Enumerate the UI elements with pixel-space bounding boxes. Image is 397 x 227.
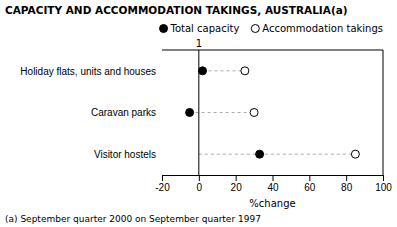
x-tick: 100 [375, 175, 392, 193]
dot [199, 67, 207, 75]
legend-item: Total capacity [160, 23, 240, 34]
dot [186, 109, 194, 117]
marks [186, 50, 360, 175]
dot [351, 150, 359, 158]
x-axis: -20 0 20 40 60 80 100 [155, 175, 392, 193]
connector-line [203, 70, 245, 71]
x-tick-mark [383, 175, 384, 181]
legend: Total capacity Accommodation takings [160, 23, 383, 34]
chart: CAPACITY AND ACCOMMODATION TAKINGS, AUST… [0, 0, 397, 227]
x-axis-line [163, 176, 384, 182]
x-tick: 40 [267, 175, 279, 193]
dot [241, 67, 249, 75]
x-tick-mark [236, 175, 237, 181]
x-tick: 80 [341, 175, 353, 193]
x-tick: -20 [155, 175, 170, 193]
x-tick-label: 0 [197, 182, 203, 193]
x-tick: 20 [231, 175, 243, 193]
legend-label: Total capacity [170, 23, 240, 34]
y-tick: Holiday flats, units and houses [20, 66, 162, 77]
legend-swatch [160, 25, 168, 33]
annotation: 1 [196, 38, 202, 49]
legend-swatch [251, 25, 259, 33]
x-tick-mark [273, 175, 274, 181]
frame-top [162, 50, 383, 51]
frame-right [383, 50, 384, 175]
x-tick: 0 [197, 175, 203, 193]
x-tick-label: -20 [155, 182, 170, 193]
dot [256, 150, 264, 158]
x-tick-mark [309, 175, 310, 181]
y-axis-line [162, 51, 163, 176]
x-tick-label: 60 [304, 182, 316, 193]
footnote: (a) September quarter 2000 on September … [5, 214, 261, 224]
plot-area: -20 0 20 40 60 80 100 Holiday flats, units and … [20, 38, 392, 209]
y-axis: Holiday flats, units and houses Caravan p… [20, 51, 162, 176]
x-axis-title: %change [249, 198, 295, 209]
legend-item: Accommodation takings [251, 23, 383, 34]
x-tick: 60 [304, 175, 316, 193]
x-tick-mark [162, 175, 163, 181]
y-tick-label: Holiday flats, units and houses [20, 66, 156, 77]
dot [250, 109, 258, 117]
y-tick-label: Caravan parks [91, 107, 156, 118]
x-tick-mark [346, 175, 347, 181]
x-tick-label: 80 [341, 182, 353, 193]
x-tick-label: 20 [231, 182, 243, 193]
x-tick-label: 40 [267, 182, 279, 193]
connector-line [199, 154, 356, 155]
legend-label: Accommodation takings [262, 23, 383, 34]
y-tick: Caravan parks [91, 107, 162, 118]
title: CAPACITY AND ACCOMMODATION TAKINGS, AUST… [5, 4, 348, 16]
x-tick-label: 100 [375, 182, 392, 193]
x-tick-mark [199, 175, 200, 181]
y-tick-label: Visitor hostels [94, 149, 156, 160]
y-tick: Visitor hostels [94, 149, 162, 160]
